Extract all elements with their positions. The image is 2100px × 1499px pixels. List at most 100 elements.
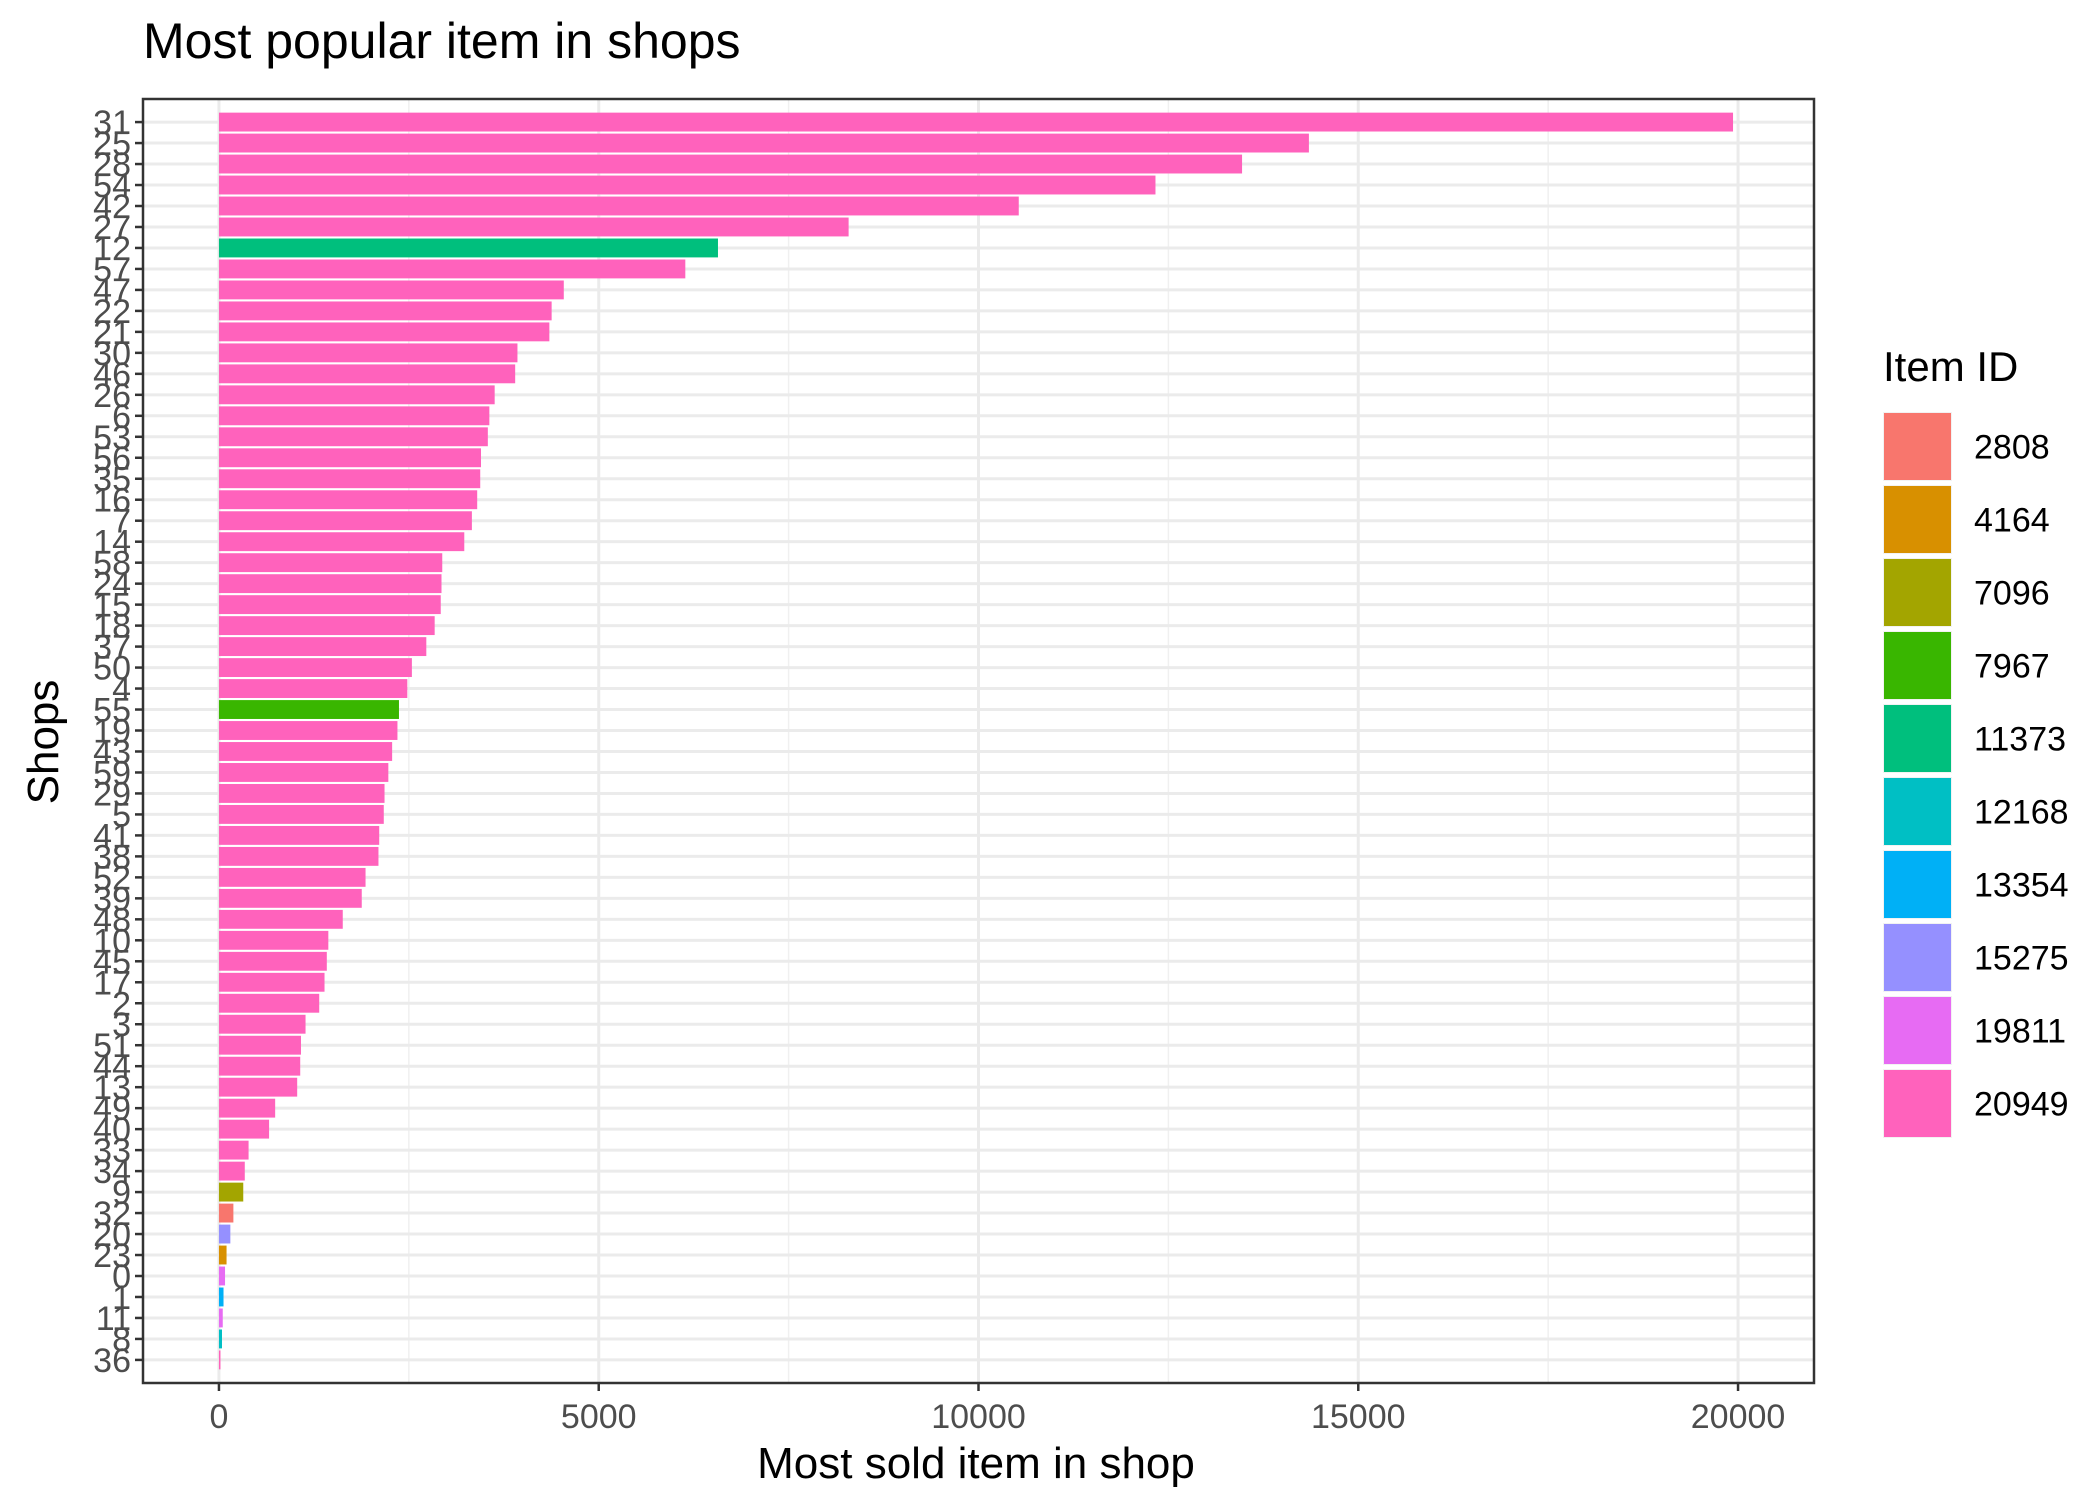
y-tick-label: 29 <box>93 775 131 813</box>
legend-label: 4164 <box>1974 502 2050 540</box>
bar-shop-49 <box>218 1098 276 1118</box>
bar-shop-31 <box>218 112 1734 132</box>
bar-shop-13 <box>218 1077 298 1097</box>
y-tick-label: 0 <box>112 1258 131 1296</box>
legend-key-15275 <box>1884 924 1951 991</box>
y-tick-label: 55 <box>93 692 131 730</box>
bar-shop-23 <box>218 1245 227 1265</box>
y-tick-label: 39 <box>93 880 131 918</box>
legend-label: 7967 <box>1974 648 2050 686</box>
y-tick-label: 26 <box>93 377 131 415</box>
y-tick-label: 51 <box>93 1027 131 1065</box>
bar-shop-59 <box>218 763 389 782</box>
bar-shop-35 <box>218 469 481 489</box>
bar-shop-36 <box>218 1350 221 1370</box>
legend-key-7967 <box>1884 632 1951 699</box>
legend-key-4164 <box>1884 486 1951 553</box>
y-tick-label: 32 <box>93 1195 131 1233</box>
y-tick-label: 58 <box>93 545 131 583</box>
y-tick-label: 28 <box>93 146 131 184</box>
y-tick-label: 8 <box>112 1321 131 1359</box>
bar-shop-34 <box>218 1161 245 1181</box>
y-tick-label: 37 <box>93 629 131 667</box>
plot-panel: 3125285442271257472221304626653563516714… <box>93 97 1816 1436</box>
bar-shop-8 <box>218 1329 222 1349</box>
y-tick-label: 48 <box>93 901 131 939</box>
bar-shop-4 <box>218 679 408 698</box>
bar-shop-26 <box>218 385 495 405</box>
y-tick-label: 30 <box>93 335 131 373</box>
y-tick-label: 59 <box>93 754 131 792</box>
y-tick-label: 45 <box>93 943 131 981</box>
y-tick-label: 44 <box>93 1048 131 1086</box>
y-tick-label: 24 <box>93 566 131 604</box>
y-tick-label: 13 <box>93 1069 131 1107</box>
bar-shop-48 <box>218 909 343 929</box>
y-tick-label: 9 <box>112 1174 131 1212</box>
bar-shop-10 <box>218 930 329 950</box>
y-tick-label: 21 <box>93 314 131 352</box>
bar-shop-2 <box>218 993 320 1013</box>
legend-key-7096 <box>1884 559 1951 626</box>
bar-shop-1 <box>218 1287 224 1307</box>
legend-label: 19811 <box>1974 1013 2066 1051</box>
y-tick-label: 52 <box>93 859 131 897</box>
bar-shop-18 <box>218 616 435 636</box>
bar-shop-50 <box>218 658 412 678</box>
y-tick-label: 3 <box>112 1006 131 1044</box>
y-tick-label: 53 <box>93 419 131 457</box>
legend-label: 13354 <box>1974 867 2069 905</box>
y-tick-label: 11 <box>96 1300 131 1338</box>
legend-label: 2808 <box>1974 429 2050 467</box>
legend-key-2808 <box>1884 413 1951 480</box>
y-tick-label: 18 <box>93 608 131 646</box>
legend-label: 11373 <box>1974 721 2066 759</box>
y-axis-title: Shops <box>19 680 68 805</box>
bar-shop-40 <box>218 1119 270 1139</box>
bar-shop-42 <box>218 196 1019 216</box>
x-tick-label: 15000 <box>1311 1398 1406 1436</box>
bar-shop-30 <box>218 343 518 363</box>
y-tick-label: 54 <box>93 167 131 205</box>
bar-shop-0 <box>218 1266 226 1286</box>
y-tick-label: 36 <box>93 1342 131 1380</box>
bar-shop-17 <box>218 972 325 992</box>
bar-shop-37 <box>218 637 427 657</box>
y-tick-label: 27 <box>93 209 131 247</box>
legend-label: 7096 <box>1974 575 2050 613</box>
bar-shop-3 <box>218 1014 306 1034</box>
x-tick-label: 10000 <box>931 1398 1026 1436</box>
y-tick-label: 1 <box>112 1279 131 1317</box>
y-tick-label: 12 <box>93 230 131 268</box>
x-axis-title: Most sold item in shop <box>757 1439 1195 1488</box>
bar-shop-14 <box>218 532 465 552</box>
y-tick-label: 41 <box>93 817 131 855</box>
bar-shop-16 <box>218 490 478 510</box>
x-tick-label: 0 <box>209 1398 228 1436</box>
bar-shop-5 <box>218 804 384 824</box>
legend-label: 12168 <box>1974 794 2069 832</box>
y-tick-label: 56 <box>93 440 131 478</box>
y-tick-label: 5 <box>112 796 131 834</box>
legend: Item ID 2808 4164 7096 7967 11373 12168 13354 1… <box>1883 343 2069 1138</box>
y-tick-label: 4 <box>112 671 131 709</box>
bar-shop-15 <box>218 595 441 615</box>
y-tick-label: 10 <box>93 922 131 960</box>
y-tick-label: 19 <box>93 713 131 751</box>
bar-shop-52 <box>218 867 366 887</box>
bar-shop-20 <box>218 1224 231 1244</box>
legend-key-13354 <box>1884 851 1951 918</box>
y-tick-label: 50 <box>93 650 131 688</box>
bar-shop-21 <box>218 322 550 342</box>
bar-shop-41 <box>218 825 380 845</box>
bar-shop-32 <box>218 1203 234 1223</box>
y-tick-label: 42 <box>93 188 131 226</box>
bar-shop-56 <box>218 448 481 468</box>
y-tick-label: 15 <box>93 587 131 625</box>
y-tick-label: 43 <box>93 733 131 771</box>
bar-shop-53 <box>218 427 488 447</box>
bar-shop-28 <box>218 154 1243 174</box>
y-tick-label: 38 <box>93 838 131 876</box>
bar-shop-6 <box>218 406 490 426</box>
